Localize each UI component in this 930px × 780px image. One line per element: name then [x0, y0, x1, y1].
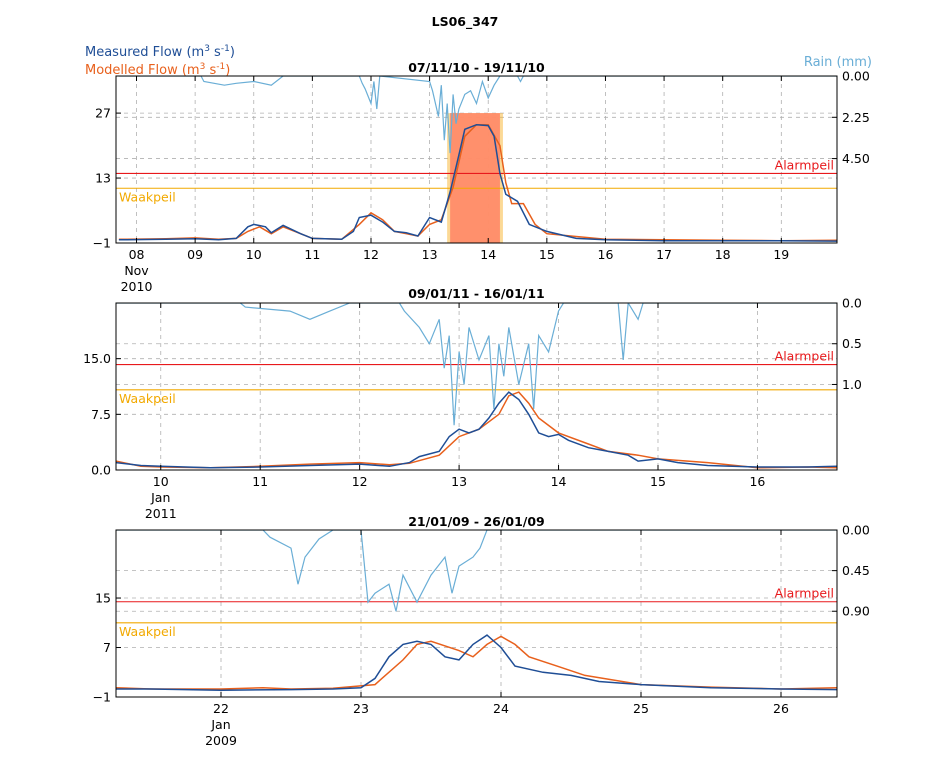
x-tick-label: 11 — [252, 474, 268, 489]
x-tick-label: 25 — [633, 701, 649, 716]
rain-series — [116, 303, 837, 426]
legend-text-part: ) — [230, 45, 235, 60]
rain-tick-label: 4.50 — [842, 151, 870, 166]
x-tick-label: 10 — [246, 247, 262, 262]
waak-label: Waakpeil — [119, 624, 176, 639]
alarm-label: Alarmpeil — [775, 157, 834, 172]
rain-series — [118, 76, 837, 154]
x-date-month: Nov — [124, 263, 149, 278]
rain-series — [116, 530, 837, 612]
x-tick-label: 10 — [153, 474, 169, 489]
x-date-year: 2009 — [205, 733, 237, 748]
legend-text-part: Modelled Flow (m — [85, 63, 200, 78]
legend-text-part: s — [205, 63, 216, 78]
plot-area — [116, 303, 837, 470]
legend-text-part: s — [210, 45, 221, 60]
x-tick-label: 12 — [363, 247, 379, 262]
rain-tick-label: 0.0 — [842, 296, 862, 311]
x-tick-label: 12 — [352, 474, 368, 489]
x-tick-label: 14 — [551, 474, 567, 489]
legend-measured-flow: Measured Flow (m3 s-1) — [85, 44, 235, 60]
waak-label: Waakpeil — [119, 391, 176, 406]
event-band — [450, 113, 500, 243]
waak-label: Waakpeil — [119, 189, 176, 204]
x-tick-label: 09 — [187, 247, 203, 262]
x-date-month: Jan — [210, 717, 230, 732]
figure-title: LS06_347 — [432, 14, 499, 30]
measured-flow-series — [118, 123, 837, 242]
alarm-label: Alarmpeil — [775, 586, 834, 601]
modelled-flow-series — [116, 635, 837, 690]
x-tick-label: 17 — [656, 247, 672, 262]
legend-text-part: -1 — [216, 62, 225, 72]
y-tick-label: −1 — [93, 690, 111, 705]
x-tick-label: 22 — [213, 701, 229, 716]
x-date-year: 2011 — [145, 506, 177, 521]
x-date-month: Jan — [150, 490, 170, 505]
y-tick-label: 0.0 — [91, 463, 111, 478]
plot-frame — [115, 529, 838, 698]
x-tick-label: 26 — [773, 701, 789, 716]
measured-flow-series — [116, 391, 837, 469]
y-tick-label: 27 — [95, 106, 111, 121]
legend-rain: Rain (mm) — [804, 55, 872, 70]
x-tick-label: 13 — [422, 247, 438, 262]
x-tick-label: 16 — [749, 474, 765, 489]
legend-text-part: 3 — [204, 44, 210, 54]
legend-text-part: ) — [225, 63, 230, 78]
y-tick-label: 13 — [95, 171, 111, 186]
x-tick-label: 23 — [353, 701, 369, 716]
rain-tick-label: 2.25 — [842, 110, 870, 125]
legend-text-part: Measured Flow (m — [85, 45, 204, 60]
rain-tick-label: 0.00 — [842, 69, 870, 84]
plot-area — [116, 76, 837, 243]
rain-tick-label: 0.5 — [842, 336, 862, 351]
x-tick-label: 16 — [598, 247, 614, 262]
rain-tick-label: 1.0 — [842, 377, 862, 392]
y-tick-label: 15.0 — [83, 351, 111, 366]
y-tick-label: 7.5 — [91, 407, 111, 422]
rain-tick-label: 0.00 — [842, 523, 870, 538]
x-tick-label: 24 — [493, 701, 509, 716]
legend-text-part: 3 — [200, 62, 206, 72]
rain-tick-label: 0.90 — [842, 604, 870, 619]
x-tick-label: 15 — [650, 474, 666, 489]
x-tick-label: 19 — [773, 247, 789, 262]
legend-text-part: -1 — [221, 44, 230, 54]
x-tick-label: 13 — [451, 474, 467, 489]
x-tick-label: 15 — [539, 247, 555, 262]
y-tick-label: 7 — [103, 640, 111, 655]
panel-title: 09/01/11 - 16/01/11 — [408, 286, 545, 301]
plot-frame — [115, 302, 838, 471]
y-tick-label: −1 — [93, 236, 111, 251]
plot-frame — [115, 75, 838, 244]
x-tick-label: 14 — [480, 247, 496, 262]
x-tick-label: 18 — [715, 247, 731, 262]
plot-area — [116, 530, 837, 697]
x-date-year: 2010 — [121, 279, 153, 294]
measured-flow-series — [116, 634, 837, 691]
y-tick-label: 15 — [95, 591, 111, 606]
x-tick-label: 08 — [129, 247, 145, 262]
rain-tick-label: 0.45 — [842, 563, 870, 578]
modelled-flow-series — [116, 391, 837, 469]
panel-title: 21/01/09 - 26/01/09 — [408, 514, 545, 529]
x-tick-label: 11 — [304, 247, 320, 262]
legend-modelled-flow: Modelled Flow (m3 s-1) — [85, 62, 230, 78]
alarm-label: Alarmpeil — [775, 349, 834, 364]
panel-title: 07/11/10 - 19/11/10 — [408, 60, 545, 75]
